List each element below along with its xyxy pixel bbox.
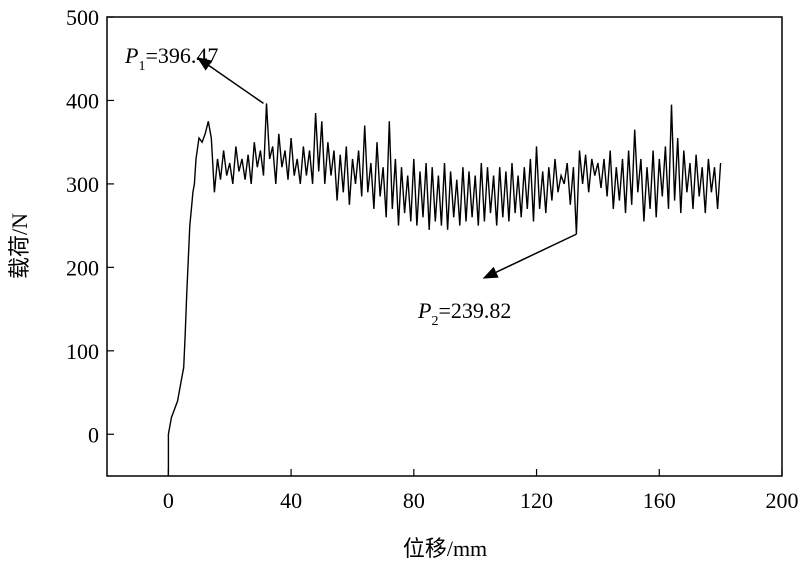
plot-frame — [106, 16, 783, 477]
x-axis-label: 位移/mm — [403, 536, 487, 561]
x-tick-label: 0 — [163, 488, 174, 513]
annotation-symbol: P — [124, 43, 138, 68]
y-tick-label: 500 — [66, 5, 99, 30]
y-tick-label: 0 — [88, 422, 99, 447]
y-tick-label: 400 — [66, 88, 99, 113]
x-tick-label: 200 — [766, 488, 799, 513]
annotation-arrow — [196, 57, 264, 105]
x-tick-label: 40 — [280, 488, 302, 513]
x-tick-label: 80 — [403, 488, 425, 513]
x-tick-label: 160 — [643, 488, 676, 513]
y-tick-label: 300 — [66, 172, 99, 197]
y-axis-label: 载荷/N — [7, 213, 32, 279]
x-tick-label: 120 — [520, 488, 553, 513]
data-line — [167, 103, 722, 476]
annotation-value: =396.47 — [145, 43, 218, 68]
y-tick-label: 200 — [66, 255, 99, 280]
y-tick-label: 100 — [66, 339, 99, 364]
annotation-subscript: 1 — [138, 59, 145, 74]
annotation-symbol: P — [417, 298, 431, 323]
annotation-arrow — [482, 233, 577, 279]
annotation-subscript: 2 — [431, 314, 438, 329]
annotation: P1=396.47 — [124, 43, 218, 74]
annotation-value: =239.82 — [438, 298, 511, 323]
annotation: P2=239.82 — [417, 298, 511, 329]
